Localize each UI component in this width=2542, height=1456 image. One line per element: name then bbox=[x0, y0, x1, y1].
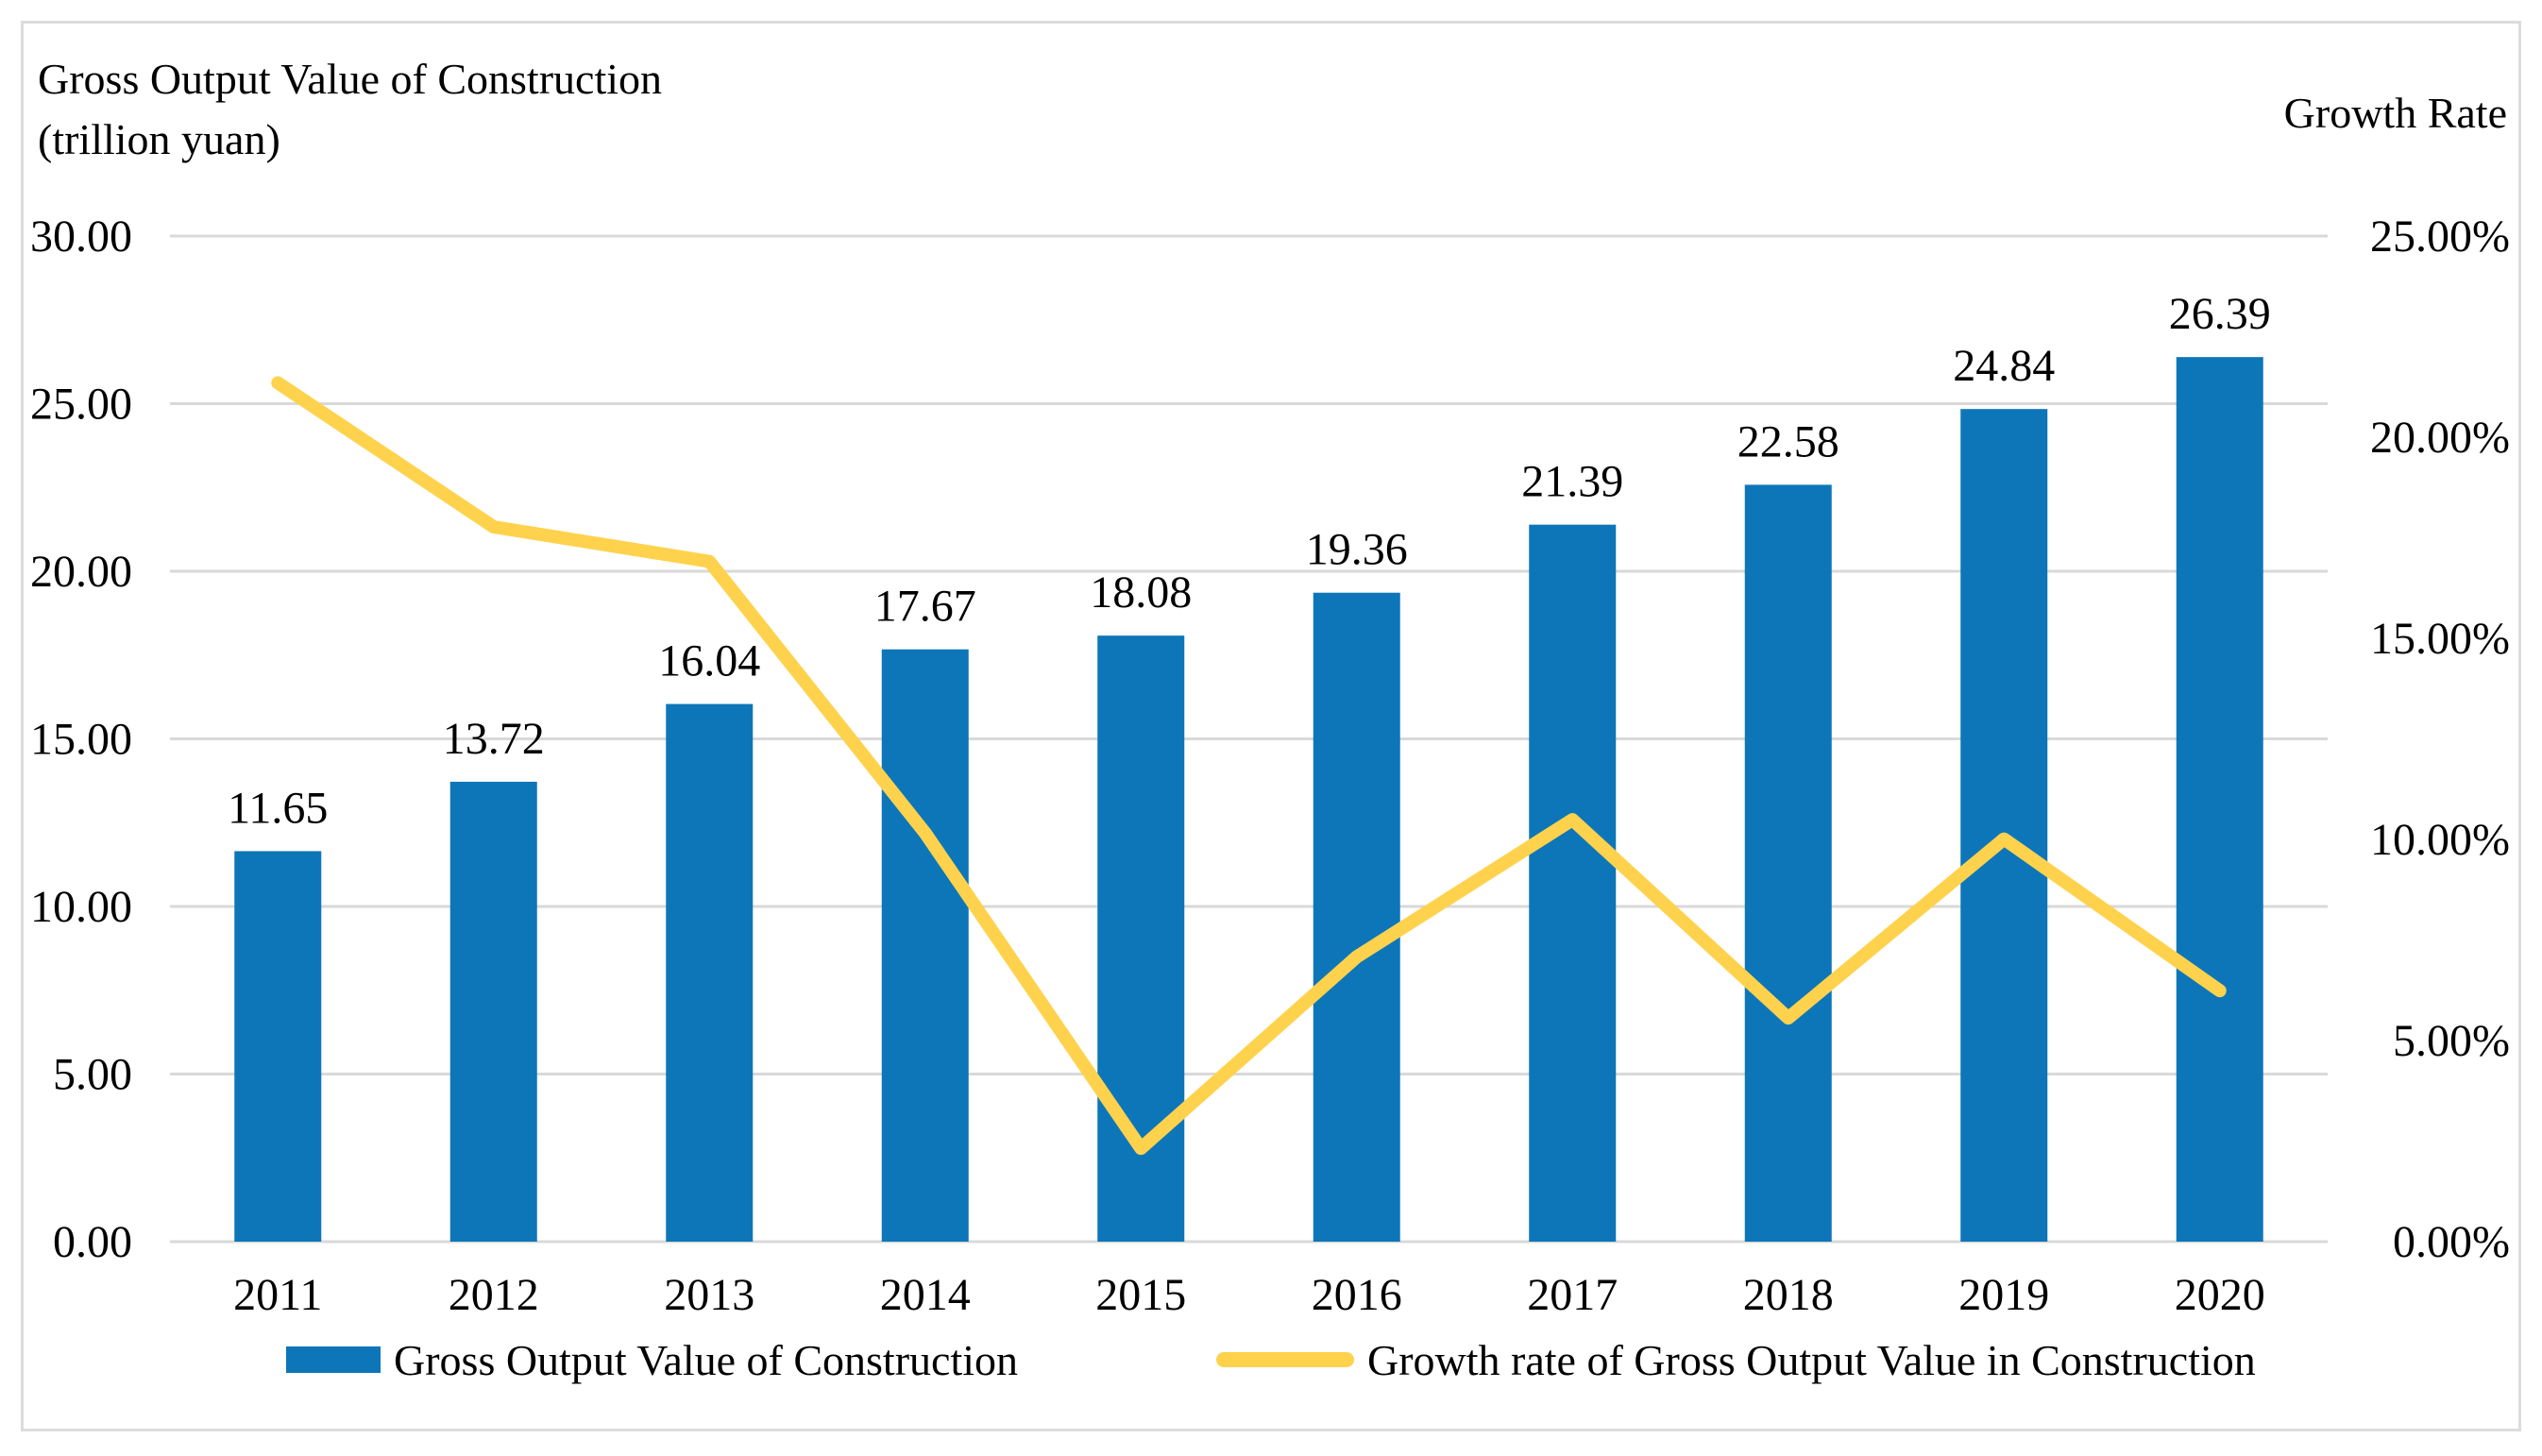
x-axis-tick-label-2018: 2018 bbox=[1743, 1270, 1834, 1320]
legend-line-label: Growth rate of Gross Output Value in Con… bbox=[1367, 1335, 2256, 1384]
right-axis-tick-label: 10.00% bbox=[2370, 815, 2510, 865]
legend-line-swatch-icon bbox=[1216, 1352, 1354, 1367]
left-axis-tick-label: 0.00 bbox=[53, 1217, 132, 1267]
left-axis-title: Gross Output Value of Construction (tril… bbox=[38, 49, 662, 170]
right-axis-tick-label: 25.00% bbox=[2370, 212, 2510, 262]
bar-value-label-2019: 24.84 bbox=[1953, 341, 2055, 391]
left-axis-title-line1: Gross Output Value of Construction bbox=[38, 55, 663, 103]
chart-legend: Gross Output Value of Construction Growt… bbox=[0, 1333, 2542, 1386]
x-axis-tick-label-2017: 2017 bbox=[1527, 1270, 1618, 1320]
x-axis-tick-label-2011: 2011 bbox=[233, 1270, 322, 1320]
bar-2014 bbox=[881, 649, 969, 1242]
x-axis-tick-label-2019: 2019 bbox=[1958, 1270, 2049, 1320]
left-axis-tick-label: 30.00 bbox=[30, 212, 132, 262]
bar-value-label-2020: 26.39 bbox=[2169, 289, 2271, 339]
bar-value-label-2014: 17.67 bbox=[874, 582, 976, 632]
legend-item-growth-rate: Growth rate of Gross Output Value in Con… bbox=[1216, 1333, 2256, 1386]
x-axis-tick-label-2013: 2013 bbox=[664, 1270, 754, 1320]
legend-bar-swatch-icon bbox=[286, 1346, 381, 1373]
bar-2012 bbox=[449, 781, 537, 1242]
right-axis-tick-label: 0.00% bbox=[2393, 1217, 2510, 1267]
bar-2019 bbox=[1960, 409, 2048, 1242]
left-axis-tick-label: 10.00 bbox=[30, 882, 132, 932]
left-axis-tick-label: 5.00 bbox=[53, 1050, 132, 1100]
bar-2018 bbox=[1744, 484, 1832, 1242]
left-axis-title-line2: (trillion yuan) bbox=[38, 115, 280, 163]
legend-item-gross-output: Gross Output Value of Construction bbox=[286, 1333, 1018, 1386]
x-axis-tick-label-2020: 2020 bbox=[2175, 1270, 2265, 1320]
bar-value-label-2018: 22.58 bbox=[1737, 416, 1839, 466]
x-axis-tick-label-2014: 2014 bbox=[880, 1270, 971, 1320]
bar-value-label-2017: 21.39 bbox=[1521, 457, 1623, 507]
legend-bar-label: Gross Output Value of Construction bbox=[394, 1335, 1019, 1384]
left-axis-tick-label: 25.00 bbox=[30, 380, 132, 430]
right-axis-tick-label: 20.00% bbox=[2370, 413, 2510, 463]
bar-value-label-2011: 11.65 bbox=[228, 783, 328, 833]
left-axis-tick-label: 20.00 bbox=[30, 547, 132, 597]
bar-value-label-2013: 16.04 bbox=[658, 636, 760, 686]
bar-2017 bbox=[1529, 524, 1617, 1242]
left-axis-tick-label: 15.00 bbox=[30, 715, 132, 765]
bar-value-label-2012: 13.72 bbox=[443, 714, 545, 764]
right-axis-title: Growth Rate bbox=[2283, 89, 2507, 137]
bar-2020 bbox=[2176, 357, 2263, 1242]
bar-2016 bbox=[1313, 592, 1400, 1242]
bar-2011 bbox=[234, 851, 322, 1242]
growth-rate-line bbox=[271, 376, 2227, 1156]
bar-value-label-2016: 19.36 bbox=[1306, 525, 1408, 575]
right-axis-tick-label: 15.00% bbox=[2370, 614, 2510, 664]
right-axis-tick-label: 5.00% bbox=[2393, 1016, 2510, 1066]
x-axis-tick-label-2016: 2016 bbox=[1312, 1270, 1402, 1320]
x-axis-tick-label-2015: 2015 bbox=[1095, 1270, 1186, 1320]
bar-value-label-2015: 18.08 bbox=[1090, 567, 1192, 618]
bar-2013 bbox=[666, 703, 754, 1242]
x-axis-tick-label-2012: 2012 bbox=[449, 1270, 539, 1320]
